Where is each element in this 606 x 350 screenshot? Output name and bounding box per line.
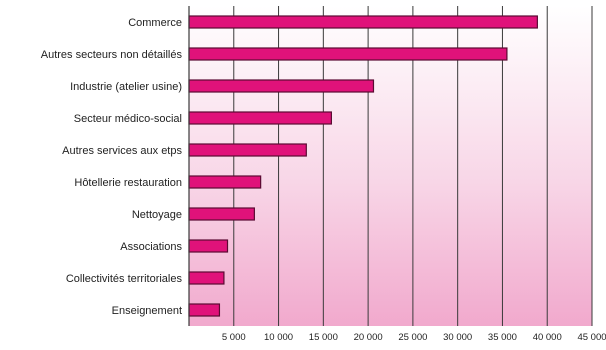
category-label: Collectivités territoriales [66, 273, 183, 285]
x-tick-label: 20 000 [354, 332, 383, 343]
category-label: Secteur médico-social [74, 113, 182, 125]
x-tick-label: 30 000 [443, 332, 472, 343]
x-tick-label: 15 000 [309, 332, 338, 343]
category-label: Hôtellerie restauration [74, 177, 182, 189]
x-tick-label: 35 000 [488, 332, 517, 343]
x-tick-label: 25 000 [398, 332, 427, 343]
x-tick-labels: 5 000 10 000 15 000 20 000 25 000 30 000 35 00… [222, 332, 606, 343]
category-label: Nettoyage [132, 209, 182, 221]
category-labels: Commerce Autres secteurs non détaillés Ind… [41, 17, 183, 317]
x-tick-label: 5 000 [222, 332, 246, 343]
bar [188, 303, 221, 317]
bar [188, 47, 508, 61]
category-label: Enseignement [112, 305, 182, 317]
bar [188, 143, 307, 157]
category-label: Associations [120, 241, 182, 253]
bar [188, 15, 538, 29]
x-tick-label: 45 000 [577, 332, 606, 343]
bar [188, 79, 375, 93]
category-label: Autres secteurs non détaillés [41, 49, 183, 61]
bar [188, 239, 229, 253]
x-tick-label: 10 000 [264, 332, 293, 343]
category-label: Autres services aux etps [62, 145, 182, 157]
bar [188, 271, 225, 285]
category-label: Commerce [128, 17, 182, 29]
bar [188, 175, 262, 189]
category-label: Industrie (atelier usine) [70, 81, 182, 93]
bar [188, 111, 332, 125]
bar [188, 207, 255, 221]
x-tick-label: 40 000 [533, 332, 562, 343]
